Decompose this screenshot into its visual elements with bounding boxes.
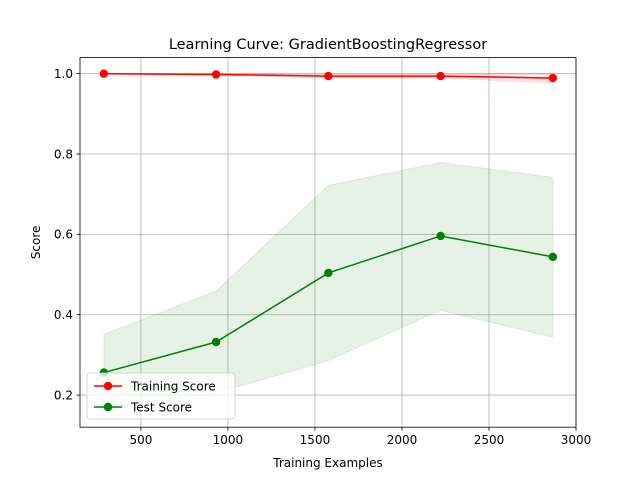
y-tick-label: 0.2 — [54, 388, 73, 402]
x-tick-label: 500 — [129, 433, 152, 447]
test-score-point — [211, 337, 221, 347]
x-axis-ticks: 500 1000 1500 2000 2500 3000 — [129, 427, 591, 447]
test-score-legend-label: Test Score — [130, 400, 192, 414]
test-score-point — [436, 231, 445, 241]
training-score-point — [324, 71, 333, 81]
y-tick-label: 0.8 — [54, 147, 73, 161]
training-score-legend-marker — [103, 381, 113, 391]
series-points — [99, 69, 558, 377]
chart-title: Learning Curve: GradientBoostingRegresso… — [169, 37, 487, 53]
x-tick-label: 1500 — [300, 433, 331, 447]
legend-box — [86, 372, 236, 420]
test-score-point — [324, 268, 333, 278]
y-axis-ticks: 0.2 0.4 0.6 0.8 1.0 — [54, 67, 80, 402]
training-score-legend-label: Training Score — [130, 379, 216, 393]
plot-frame — [79, 57, 577, 428]
y-axis-label: Score — [29, 226, 43, 260]
training-score-point — [436, 71, 445, 81]
test-score-point — [548, 252, 558, 262]
y-tick-label: 1.0 — [54, 67, 73, 81]
x-tick-label: 1000 — [213, 433, 244, 447]
training-score-point — [548, 73, 558, 83]
training-score-point — [99, 69, 109, 78]
y-tick-label: 0.4 — [54, 308, 73, 322]
x-tick-label: 2500 — [474, 433, 505, 447]
y-tick-label: 0.6 — [54, 228, 73, 242]
x-tick-label: 3000 — [561, 433, 592, 447]
test-score-legend-marker — [103, 402, 113, 412]
legend: Training Score Test Score — [86, 372, 236, 420]
training-score-point — [211, 70, 221, 79]
x-tick-label: 2000 — [387, 433, 418, 447]
x-axis-label: Training Examples — [272, 456, 382, 470]
